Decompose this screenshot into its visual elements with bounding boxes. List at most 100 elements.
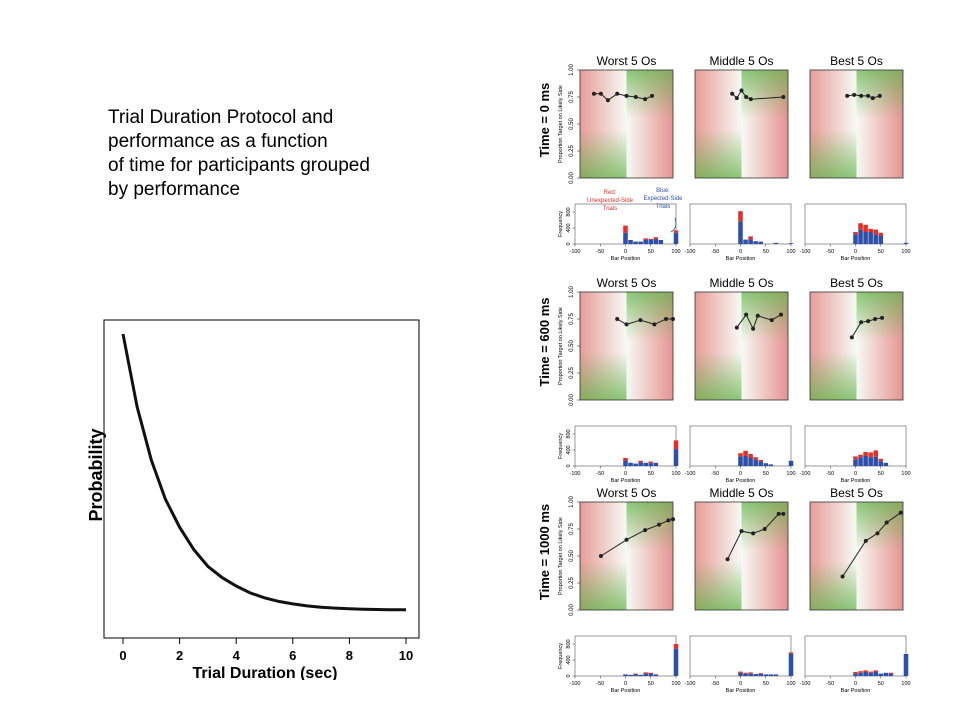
time-label: Time = 1000 ms	[537, 504, 552, 600]
performance-point	[739, 529, 744, 534]
group-title: Worst 5 Os	[597, 276, 657, 290]
scatter-panel: 0.00 0.25 0.50 0.75 1.00 Proportion Target on…	[558, 496, 675, 616]
performance-point	[598, 554, 603, 558]
y-tick-label: 0.75	[569, 313, 575, 325]
expected-side-bar	[638, 241, 643, 244]
unexpected-side-bar	[753, 457, 758, 460]
green-zone-bottom	[695, 351, 742, 400]
green-zone-top	[856, 502, 903, 551]
expected-side-bar	[653, 238, 659, 244]
performance-point	[870, 96, 875, 101]
x-tick-label: -50	[711, 681, 719, 687]
x-tick-label: -50	[596, 681, 604, 687]
x-tick-label: 50	[763, 471, 769, 477]
expected-side-bar	[738, 456, 743, 466]
performance-point	[666, 518, 671, 523]
unexpected-side-bar	[748, 454, 753, 458]
panel-frame	[694, 69, 789, 179]
performance-point	[605, 98, 610, 103]
caption-text: Trial Duration Protocol and performance …	[108, 106, 468, 202]
green-zone-bottom	[810, 561, 857, 610]
unexpected-side-bar	[868, 228, 873, 232]
histogram-panel: -100 -50 0 50 100 Bar Position	[684, 635, 796, 694]
expected-side-bar	[873, 456, 878, 466]
x-tick-label: 50	[878, 681, 884, 687]
green-zone-top	[856, 292, 903, 341]
expected-side-bar	[753, 459, 758, 466]
expected-side-bar	[858, 457, 863, 466]
expected-side-bar	[863, 455, 868, 466]
expected-side-bar	[758, 241, 763, 244]
expected-side-bar	[623, 674, 628, 676]
unexpected-side-bar	[738, 671, 743, 673]
performance-point	[755, 313, 760, 318]
expected-side-bar	[643, 239, 648, 244]
expected-side-bar	[673, 449, 679, 466]
x-tick-label: -50	[826, 471, 834, 477]
histogram-frame	[689, 635, 792, 677]
y-tick-label: 1.00	[569, 496, 575, 508]
performance-point	[744, 95, 749, 99]
y-tick-label: 0.00	[569, 604, 575, 616]
x-tick-label: 100	[901, 249, 910, 255]
x-tick-label: 100	[786, 249, 795, 255]
y-tick-label: 1.00	[569, 286, 575, 298]
performance-point	[615, 91, 620, 96]
group-title: Middle 5 Os	[709, 276, 773, 290]
expected-side-bar	[873, 672, 878, 676]
expected-side-bar	[633, 241, 638, 244]
unexpected-side-bar	[748, 236, 753, 240]
unexpected-side-bar	[878, 232, 884, 236]
group-title: Middle 5 Os	[709, 54, 773, 68]
expected-side-bar	[648, 463, 654, 466]
expected-side-bar	[748, 458, 753, 466]
performance-point	[873, 317, 878, 321]
performance-point	[671, 517, 675, 522]
performance-point	[734, 96, 739, 101]
caption-line: performance as a function	[108, 131, 328, 152]
performance-point	[859, 93, 864, 98]
unexpected-side-annotation: Unexpected-Side	[587, 198, 634, 204]
caption-line: of time for participants grouped	[108, 155, 370, 176]
group-title: Best 5 Os	[830, 486, 883, 500]
y-axis-title: Proportion Target on Likely Side	[558, 307, 564, 385]
expected-side-bar	[788, 460, 794, 466]
unexpected-side-bar	[738, 453, 743, 457]
performance-point	[751, 531, 756, 536]
performance-point	[624, 93, 629, 98]
x-tick-label: 100	[671, 471, 680, 477]
performance-point	[781, 95, 786, 99]
unexpected-side-bar	[788, 652, 794, 654]
expected-side-bar	[743, 455, 748, 466]
expected-side-bar	[863, 232, 868, 244]
scatter-panel	[694, 501, 789, 611]
time-label: Time = 600 ms	[537, 297, 552, 386]
x-tick-label: 100	[786, 471, 795, 477]
x-tick-label: -100	[799, 249, 810, 255]
decay-chart: 0 2 4 6 8 10 Trial Duration (sec) Probability	[86, 319, 420, 680]
x-tick-label: 0	[119, 648, 126, 663]
performance-point	[866, 319, 871, 324]
x-tick-label: -50	[711, 249, 719, 255]
performance-point	[849, 335, 854, 340]
y-tick-label: 0.25	[569, 577, 575, 589]
performance-point	[769, 318, 774, 323]
y-tick-label: 0.25	[569, 367, 575, 379]
unexpected-side-bar	[633, 673, 638, 675]
y-tick-label: 0.75	[569, 523, 575, 535]
expected-side-annotation: Expected-Side	[643, 196, 683, 202]
performance-point	[671, 317, 675, 321]
unexpected-side-bar	[653, 237, 659, 239]
panel-frame	[694, 501, 789, 611]
scatter-panel: 0.00 0.25 0.50 0.75 1.00 Proportion Target on…	[558, 64, 674, 184]
y-axis-title: Frequency	[558, 211, 564, 237]
expected-side-bar	[858, 672, 863, 676]
green-zone-bottom	[695, 129, 742, 178]
x-tick-label: 50	[763, 681, 769, 687]
x-tick-label: -100	[799, 471, 810, 477]
expected-side-bar	[768, 674, 774, 676]
unexpected-side-bar	[863, 224, 868, 232]
expected-side-bar	[633, 463, 638, 466]
green-zone-bottom	[580, 351, 627, 400]
